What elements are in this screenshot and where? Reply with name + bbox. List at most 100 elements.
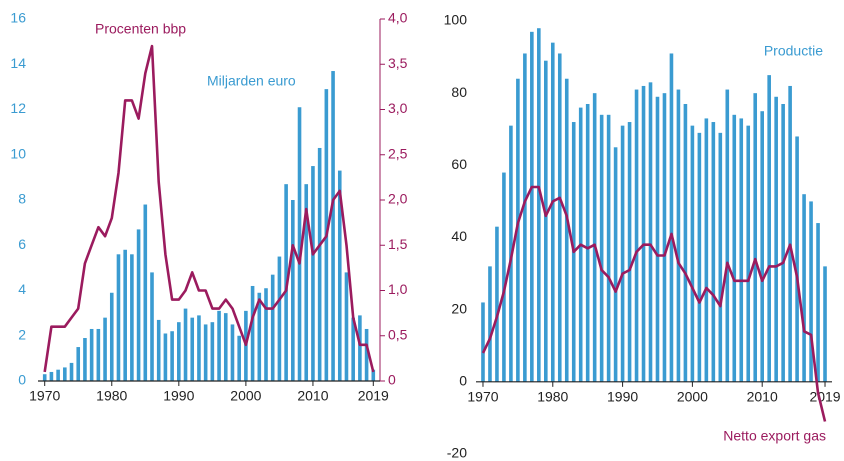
line (43, 44, 375, 373)
bar (502, 172, 506, 382)
x-tick-label: 1970 (467, 389, 498, 405)
bar (203, 324, 208, 381)
bar (711, 122, 716, 382)
bar (495, 226, 499, 382)
bar (537, 28, 541, 382)
bar (89, 328, 94, 381)
y-tick-label: 2 (18, 326, 26, 342)
bar (257, 292, 262, 381)
bar (223, 313, 228, 381)
bar (606, 114, 611, 382)
bar (599, 114, 604, 382)
bar (753, 93, 758, 382)
bar (767, 75, 771, 382)
y2-tick-label: 0,5 (388, 326, 408, 342)
bar (697, 132, 702, 382)
y-tick-label: 20 (451, 300, 467, 316)
y2-tick-label: 2,5 (388, 145, 408, 161)
series-label: Miljarden euro (207, 73, 296, 89)
x-tick-label: 1970 (29, 388, 60, 404)
bar (190, 317, 195, 381)
bar (544, 60, 548, 382)
bar (774, 96, 778, 382)
bar (690, 125, 695, 382)
x-tick-label: 2000 (677, 389, 708, 405)
bar (634, 89, 639, 382)
bar (481, 302, 485, 382)
bar (795, 136, 799, 382)
x-tick-label: 1980 (96, 388, 127, 404)
line (481, 185, 827, 422)
bar (96, 328, 101, 381)
bar (136, 229, 141, 381)
y-tick-label: 8 (18, 191, 26, 207)
bar (627, 122, 632, 382)
bar (592, 93, 597, 382)
y-tick-label: 0 (18, 372, 26, 388)
bar (170, 331, 174, 381)
y-tick-label: 40 (451, 228, 467, 244)
bar (613, 147, 618, 382)
bar (76, 347, 81, 381)
bar (516, 78, 520, 382)
bar (250, 285, 255, 381)
y-tick-label: 10 (10, 145, 26, 161)
bar (150, 272, 154, 381)
y-tick-label: 14 (10, 55, 26, 71)
y2-tick-label: 3,5 (388, 55, 408, 71)
bar (143, 204, 148, 381)
bar (109, 292, 114, 381)
y2-tick-label: 1,0 (388, 281, 408, 297)
series-label: Netto export gas (723, 428, 826, 444)
bar (163, 333, 168, 381)
y-tick-label: 12 (10, 100, 26, 116)
x-tick-label: 2010 (747, 389, 778, 405)
bar (344, 272, 349, 381)
bar (337, 170, 342, 381)
x-tick-label: 2019 (809, 389, 840, 405)
bar (683, 103, 688, 382)
bar (732, 114, 737, 382)
bar (523, 53, 527, 382)
y-tick-label: 6 (18, 236, 26, 252)
bar (63, 367, 67, 381)
y2-tick-label: 1,5 (388, 236, 408, 252)
x-tick-label: 1990 (163, 388, 194, 404)
y-tick-label: 4 (18, 281, 26, 297)
bar (788, 85, 792, 382)
y-tick-label: 100 (444, 12, 468, 28)
bar (704, 118, 709, 382)
bar (197, 315, 201, 381)
bar (364, 328, 369, 381)
y2-tick-label: 3,0 (388, 100, 408, 116)
bar (304, 184, 309, 381)
bar (585, 103, 590, 382)
bar (264, 288, 268, 381)
bar (317, 147, 322, 381)
bar (183, 308, 188, 381)
bar (669, 53, 674, 382)
bar (718, 132, 723, 382)
bar (676, 89, 681, 382)
bar (351, 317, 355, 381)
series-label: Procenten bbp (95, 21, 186, 37)
bar (816, 223, 820, 382)
bar (725, 89, 730, 382)
bar (217, 310, 221, 381)
bar (177, 322, 181, 381)
bar (277, 256, 282, 381)
x-tick-label: 2010 (297, 388, 328, 404)
x-tick-label: 2000 (230, 388, 261, 404)
bar (311, 166, 315, 381)
series-label: Productie (764, 43, 823, 59)
bar (648, 82, 653, 382)
y-tick-label: 0 (459, 373, 467, 389)
bar (69, 362, 74, 381)
bar (371, 369, 376, 381)
bar (760, 111, 764, 382)
bar (662, 93, 667, 382)
bar (42, 374, 47, 381)
bar (620, 125, 625, 382)
y-tick-label: 16 (10, 10, 26, 26)
